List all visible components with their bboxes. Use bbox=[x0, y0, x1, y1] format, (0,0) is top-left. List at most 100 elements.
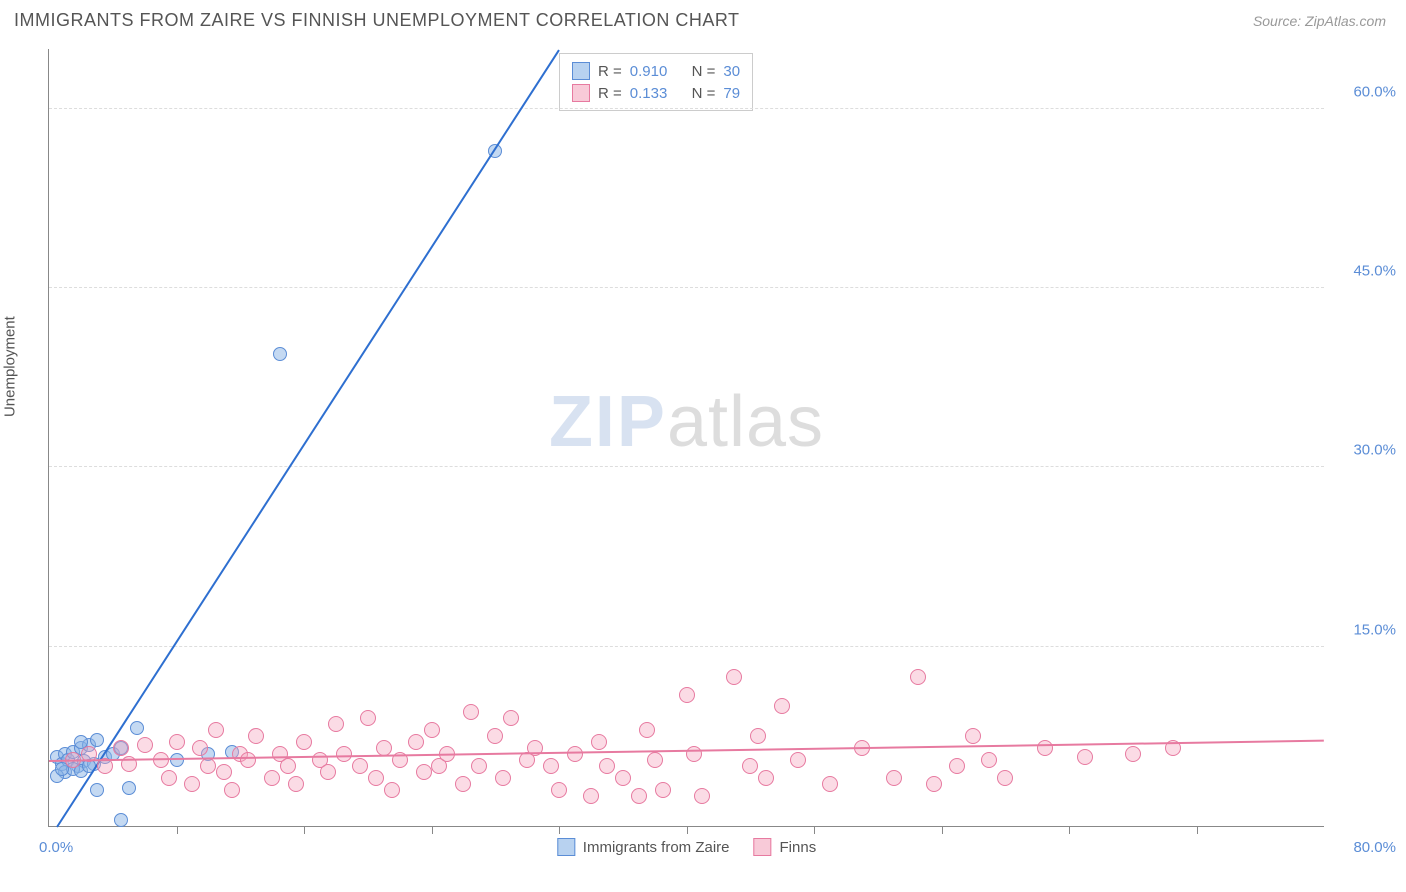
data-point-finns bbox=[694, 788, 710, 804]
series-legend: Immigrants from Zaire Finns bbox=[557, 838, 816, 856]
data-point-finns bbox=[639, 722, 655, 738]
data-point-finns bbox=[1077, 749, 1093, 765]
x-tick bbox=[687, 826, 688, 834]
x-tick bbox=[432, 826, 433, 834]
source-attribution: Source: ZipAtlas.com bbox=[1253, 13, 1386, 29]
x-tick bbox=[559, 826, 560, 834]
data-point-finns bbox=[416, 764, 432, 780]
data-point-finns bbox=[1125, 746, 1141, 762]
data-point-finns bbox=[280, 758, 296, 774]
chart-container: Unemployment ZIPatlas R = 0.910 N = 30 R… bbox=[0, 39, 1406, 879]
data-point-finns bbox=[551, 782, 567, 798]
data-point-finns bbox=[774, 698, 790, 714]
data-point-finns bbox=[408, 734, 424, 750]
r-value-finns: 0.133 bbox=[630, 85, 668, 102]
data-point-zaire bbox=[90, 783, 104, 797]
legend-label: Finns bbox=[780, 839, 817, 856]
legend-item-zaire: Immigrants from Zaire bbox=[557, 838, 730, 856]
data-point-finns bbox=[886, 770, 902, 786]
x-tick bbox=[177, 826, 178, 834]
chart-header: IMMIGRANTS FROM ZAIRE VS FINNISH UNEMPLO… bbox=[0, 0, 1406, 39]
gridline bbox=[49, 646, 1324, 647]
data-point-finns bbox=[424, 722, 440, 738]
n-value-finns: 79 bbox=[723, 85, 740, 102]
data-point-finns bbox=[822, 776, 838, 792]
gridline bbox=[49, 466, 1324, 467]
data-point-finns bbox=[583, 788, 599, 804]
data-point-finns bbox=[248, 728, 264, 744]
data-point-finns bbox=[503, 710, 519, 726]
data-point-finns bbox=[487, 728, 503, 744]
data-point-finns bbox=[463, 704, 479, 720]
r-label: R = bbox=[598, 63, 622, 80]
x-tick bbox=[814, 826, 815, 834]
r-label: R = bbox=[598, 85, 622, 102]
legend-row-zaire: R = 0.910 N = 30 bbox=[572, 60, 740, 82]
data-point-finns bbox=[726, 669, 742, 685]
data-point-finns bbox=[288, 776, 304, 792]
data-point-zaire bbox=[122, 781, 136, 795]
data-point-finns bbox=[208, 722, 224, 738]
n-label: N = bbox=[692, 63, 716, 80]
trend-line-zaire bbox=[56, 49, 560, 827]
data-point-finns bbox=[192, 740, 208, 756]
watermark-zip: ZIP bbox=[549, 382, 667, 462]
swatch-finns bbox=[572, 84, 590, 102]
y-tick-label: 30.0% bbox=[1336, 442, 1396, 459]
data-point-finns bbox=[224, 782, 240, 798]
data-point-finns bbox=[655, 782, 671, 798]
x-tick bbox=[1197, 826, 1198, 834]
swatch-zaire bbox=[572, 62, 590, 80]
data-point-finns bbox=[320, 764, 336, 780]
data-point-finns bbox=[455, 776, 471, 792]
watermark-atlas: atlas bbox=[667, 382, 824, 462]
legend-row-finns: R = 0.133 N = 79 bbox=[572, 82, 740, 104]
data-point-finns bbox=[615, 770, 631, 786]
y-axis-label: Unemployment bbox=[2, 316, 19, 417]
x-axis-min-label: 0.0% bbox=[39, 839, 73, 856]
data-point-finns bbox=[965, 728, 981, 744]
data-point-finns bbox=[296, 734, 312, 750]
legend-item-finns: Finns bbox=[754, 838, 817, 856]
data-point-finns bbox=[750, 728, 766, 744]
data-point-finns bbox=[200, 758, 216, 774]
data-point-finns bbox=[949, 758, 965, 774]
y-tick-label: 15.0% bbox=[1336, 621, 1396, 638]
data-point-finns bbox=[113, 740, 129, 756]
legend-label: Immigrants from Zaire bbox=[583, 839, 730, 856]
data-point-finns bbox=[216, 764, 232, 780]
data-point-zaire bbox=[170, 753, 184, 767]
data-point-zaire bbox=[273, 347, 287, 361]
watermark: ZIPatlas bbox=[549, 381, 824, 463]
data-point-finns bbox=[591, 734, 607, 750]
swatch-icon bbox=[754, 838, 772, 856]
data-point-zaire bbox=[114, 813, 128, 827]
x-tick bbox=[304, 826, 305, 834]
n-value-zaire: 30 bbox=[723, 63, 740, 80]
swatch-icon bbox=[557, 838, 575, 856]
data-point-finns bbox=[161, 770, 177, 786]
data-point-finns bbox=[543, 758, 559, 774]
data-point-zaire bbox=[90, 733, 104, 747]
plot-area: ZIPatlas R = 0.910 N = 30 R = 0.133 N = … bbox=[48, 49, 1324, 827]
x-axis-max-label: 80.0% bbox=[1353, 839, 1396, 856]
data-point-finns bbox=[328, 716, 344, 732]
data-point-finns bbox=[742, 758, 758, 774]
n-label: N = bbox=[692, 85, 716, 102]
correlation-legend: R = 0.910 N = 30 R = 0.133 N = 79 bbox=[559, 53, 753, 111]
data-point-finns bbox=[631, 788, 647, 804]
chart-title: IMMIGRANTS FROM ZAIRE VS FINNISH UNEMPLO… bbox=[14, 10, 740, 31]
y-tick-label: 60.0% bbox=[1336, 83, 1396, 100]
data-point-finns bbox=[169, 734, 185, 750]
data-point-finns bbox=[679, 687, 695, 703]
data-point-finns bbox=[137, 737, 153, 753]
gridline bbox=[49, 287, 1324, 288]
data-point-finns bbox=[981, 752, 997, 768]
data-point-finns bbox=[352, 758, 368, 774]
data-point-finns bbox=[471, 758, 487, 774]
data-point-finns bbox=[368, 770, 384, 786]
data-point-finns bbox=[240, 752, 256, 768]
data-point-finns bbox=[599, 758, 615, 774]
data-point-finns bbox=[758, 770, 774, 786]
x-tick bbox=[1069, 826, 1070, 834]
